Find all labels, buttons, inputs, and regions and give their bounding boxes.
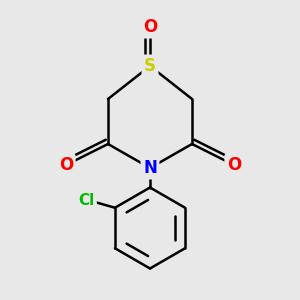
Text: O: O: [143, 18, 157, 36]
Text: Cl: Cl: [78, 193, 94, 208]
Text: O: O: [59, 156, 73, 174]
Text: O: O: [227, 156, 241, 174]
Text: S: S: [144, 57, 156, 75]
Text: N: N: [143, 159, 157, 177]
